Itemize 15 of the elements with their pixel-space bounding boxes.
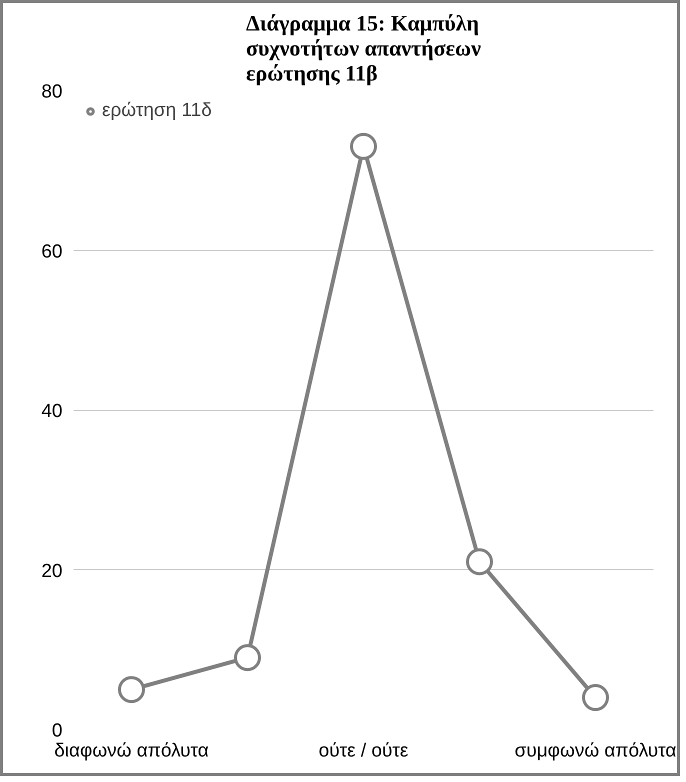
x-tick-label: διαφωνώ απόλυτα xyxy=(54,740,209,762)
point xyxy=(582,684,609,712)
point xyxy=(234,644,261,672)
y-tick-label: 20 xyxy=(41,560,63,582)
y-tick-label: 60 xyxy=(41,241,63,262)
y-tick-label: 0 xyxy=(52,720,63,742)
y-tick-label: 40 xyxy=(41,401,63,422)
point xyxy=(466,548,493,576)
y-tick-label: 80 xyxy=(41,82,63,102)
chart-title: Διάγραμμα 15: Καμπύλη συχνοτήτων απαντήσεων ερώτησης 11β xyxy=(246,10,482,86)
point xyxy=(350,132,377,160)
point xyxy=(118,676,145,704)
x-tick-label: ούτε / ούτε xyxy=(318,740,409,762)
x-tick-label: συμφωνώ απόλυτα xyxy=(514,740,676,762)
legend-label: ερώτηση 11δ xyxy=(102,100,212,122)
